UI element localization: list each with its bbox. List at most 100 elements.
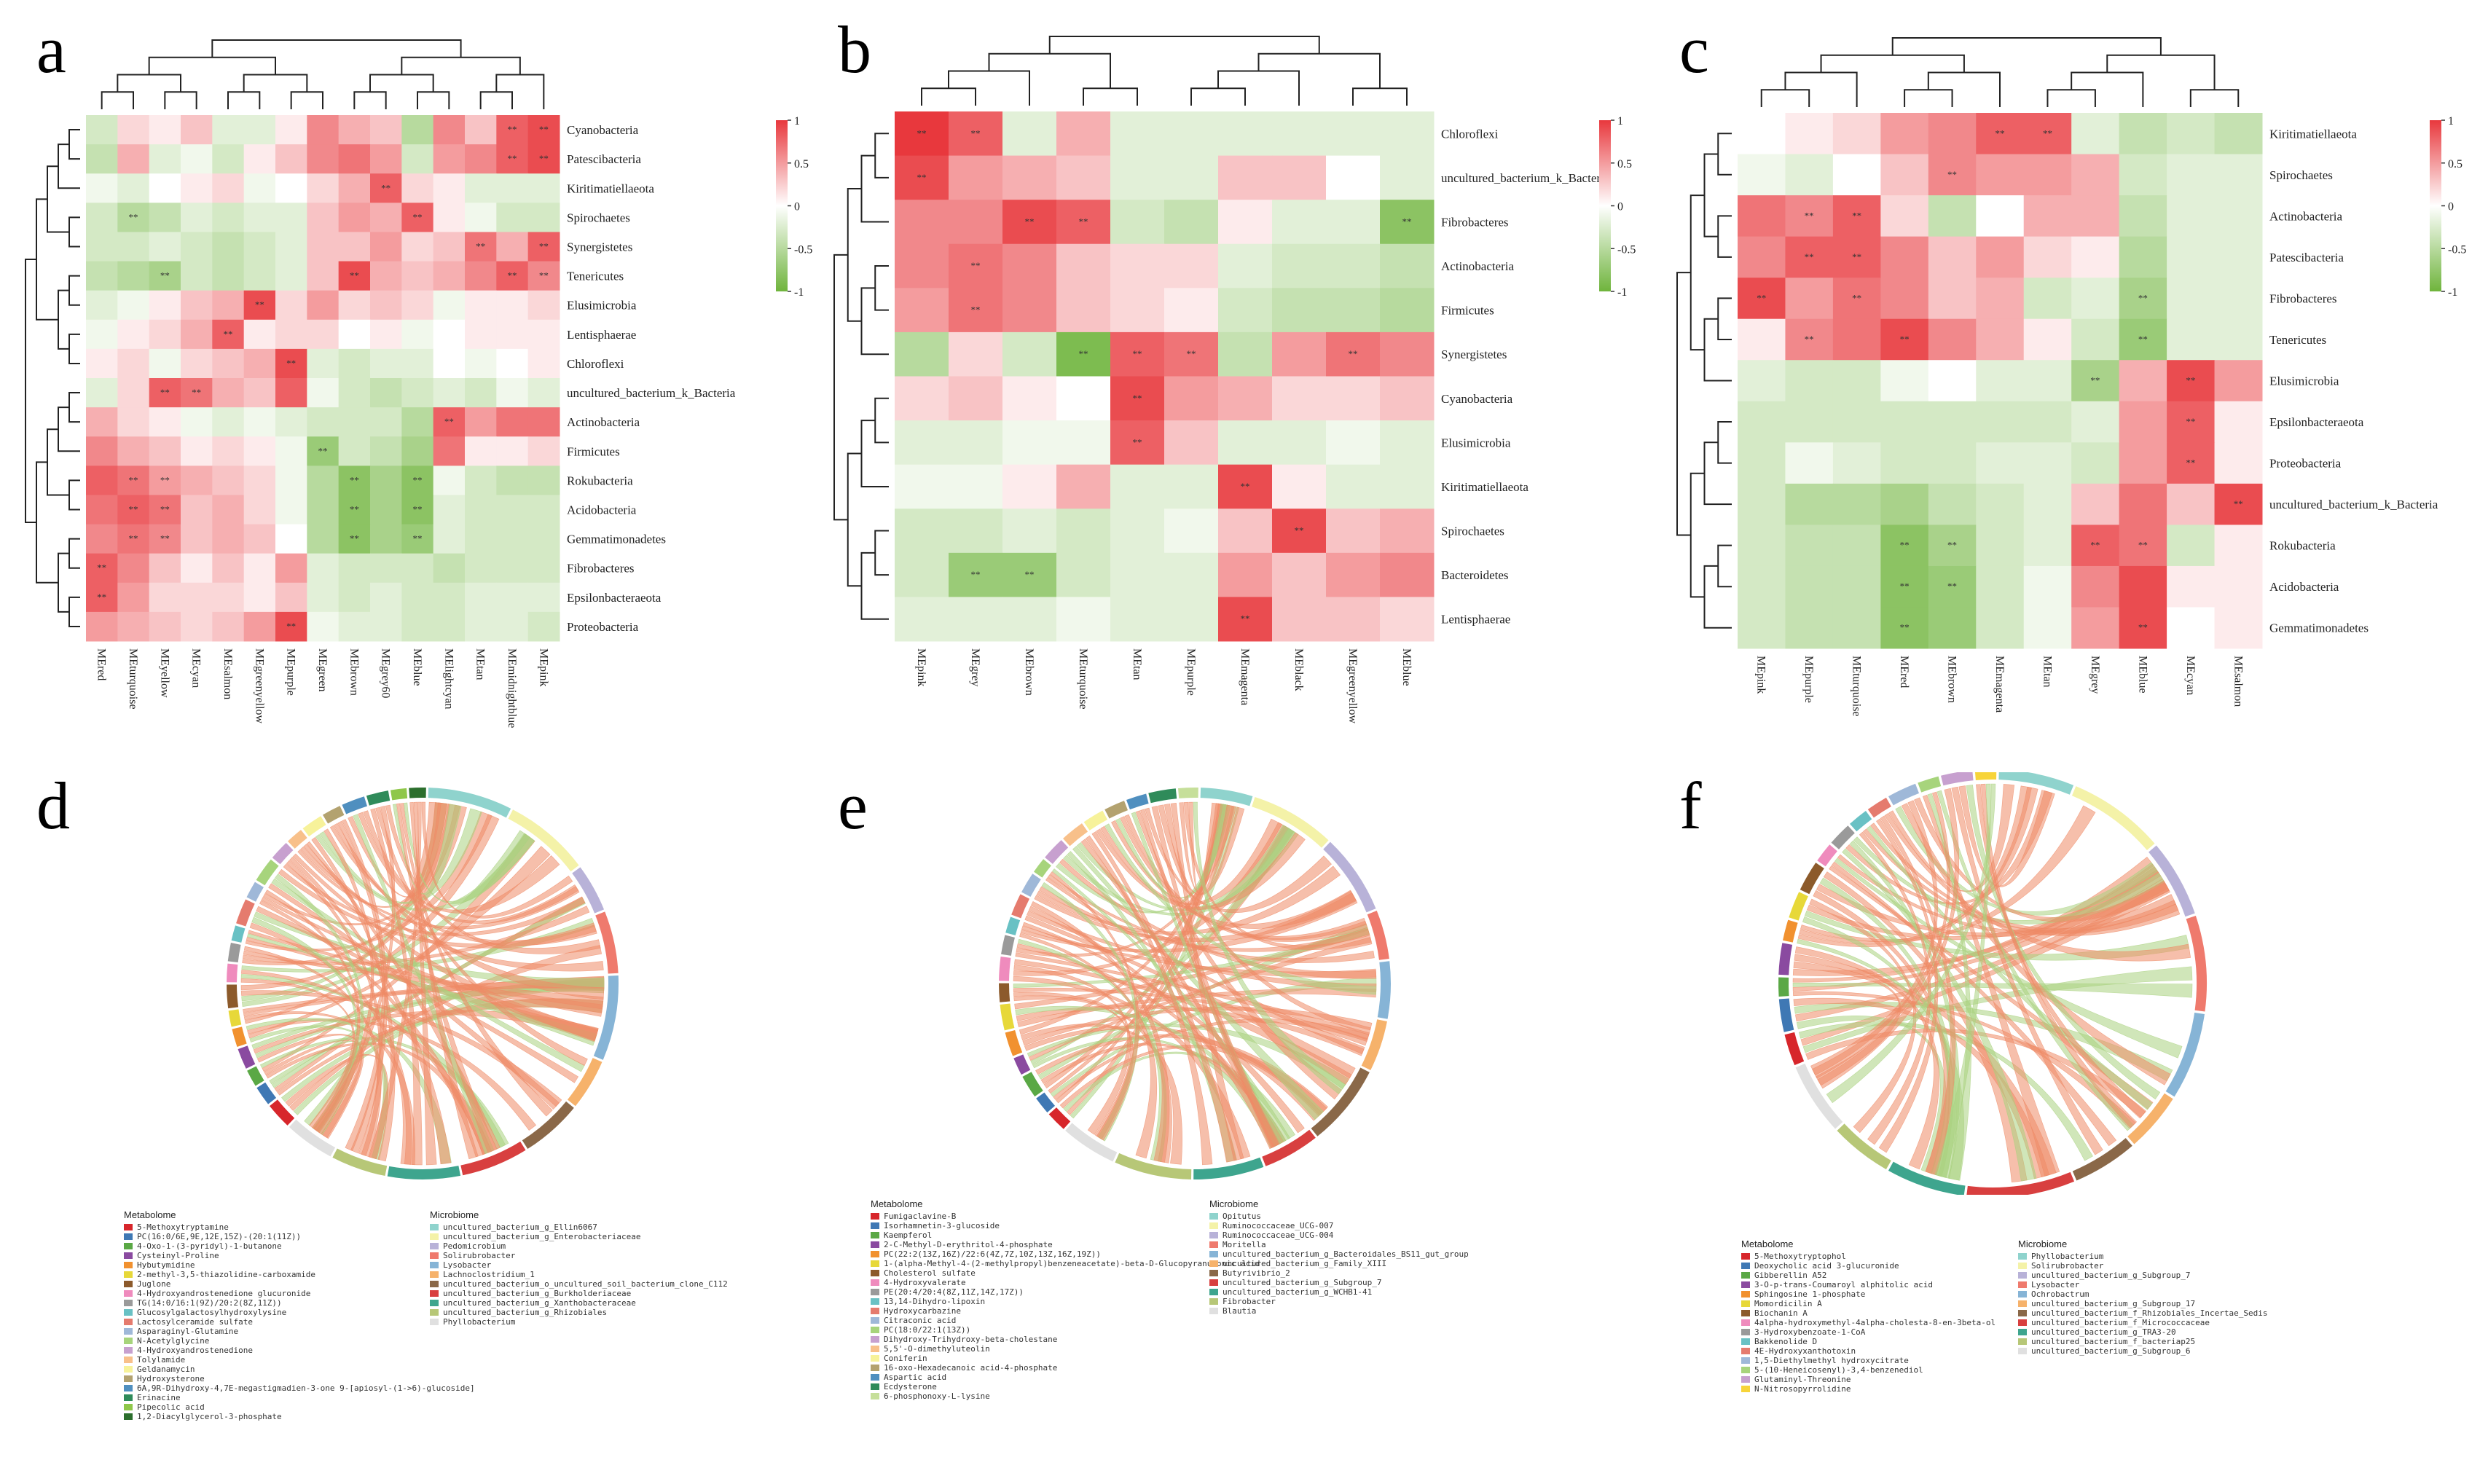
cell-a-3-4 bbox=[212, 203, 245, 232]
significance-mark-c-23: ** bbox=[1947, 581, 1957, 592]
cell-b-3-6 bbox=[1218, 243, 1273, 288]
chord-arc-e-b-1 bbox=[1252, 796, 1329, 848]
cell-a-2-8 bbox=[338, 173, 371, 203]
chord-arc-d-m-11 bbox=[246, 882, 264, 902]
legend-swatch bbox=[430, 1319, 439, 1325]
legend-item-e-microbiome-7: uncultured_bacterium_g_Subgroup_7 bbox=[1209, 1278, 1469, 1287]
legend-swatch bbox=[1209, 1279, 1218, 1286]
cell-a-13-12 bbox=[465, 495, 497, 525]
cell-a-6-4 bbox=[212, 290, 245, 321]
panel-label-b: b bbox=[838, 12, 871, 87]
heatmap-cells-c bbox=[1738, 113, 2263, 649]
legend-label: Phyllobacterium bbox=[2031, 1252, 2104, 1261]
significance-mark-a-10: ** bbox=[350, 270, 359, 281]
legend-label: TG(14:0/16:1(9Z)/20:2(8Z,11Z)) bbox=[137, 1298, 282, 1308]
legend-swatch bbox=[871, 1260, 879, 1267]
legend-label: Ochrobactrum bbox=[2031, 1289, 2089, 1299]
cell-b-8-8 bbox=[1326, 464, 1381, 509]
significance-mark-c-19: ** bbox=[1947, 540, 1957, 551]
cell-a-17-1 bbox=[117, 611, 150, 642]
chord-link-f-52 bbox=[1817, 788, 1959, 1089]
cell-a-5-13 bbox=[496, 261, 529, 291]
cell-c-0-0 bbox=[1738, 113, 1786, 155]
cell-a-11-6 bbox=[275, 436, 307, 466]
cell-b-2-4 bbox=[1110, 200, 1165, 245]
legend-label: 4-Hydroxyandrostenedione glucuronide bbox=[137, 1289, 311, 1298]
cell-c-8-4 bbox=[1928, 442, 1977, 484]
cell-b-8-7 bbox=[1272, 464, 1327, 509]
chord-arc-e-m-12 bbox=[1034, 859, 1051, 878]
cell-c-11-0 bbox=[1738, 565, 1786, 608]
cell-a-8-12 bbox=[465, 348, 497, 379]
cell-a-6-6 bbox=[275, 290, 307, 321]
significance-mark-c-16: ** bbox=[2186, 458, 2195, 468]
chord-arc-e-b-0 bbox=[1200, 788, 1253, 806]
cell-a-1-4 bbox=[212, 144, 245, 174]
cell-c-8-8 bbox=[2119, 442, 2167, 484]
legend-swatch bbox=[1741, 1263, 1750, 1269]
panel-label-e: e bbox=[838, 769, 868, 843]
legend-swatch bbox=[871, 1232, 879, 1238]
cell-a-15-1 bbox=[117, 553, 150, 584]
significance-mark-b-3: ** bbox=[1025, 216, 1035, 227]
cell-a-16-1 bbox=[117, 582, 150, 613]
cell-a-13-9 bbox=[370, 495, 402, 525]
legend-item-f-metabolome-14: N-Nitrosopyrrolidine bbox=[1741, 1384, 1995, 1394]
legend-swatch bbox=[1209, 1308, 1218, 1314]
col-label-a-4: MEsalmon bbox=[221, 648, 234, 699]
cell-a-16-3 bbox=[181, 582, 213, 613]
cell-b-3-2 bbox=[1002, 243, 1057, 288]
legend-swatch bbox=[430, 1252, 439, 1259]
cell-c-10-5 bbox=[1976, 525, 2025, 567]
cell-a-17-11 bbox=[433, 611, 466, 642]
cell-a-0-12 bbox=[465, 115, 497, 145]
cell-a-17-10 bbox=[401, 611, 434, 642]
legend-label: Geldanamycin bbox=[137, 1365, 195, 1374]
significance-mark-c-9: ** bbox=[2138, 292, 2148, 303]
chord-arc-d-b-7 bbox=[460, 1141, 526, 1176]
legend-swatch bbox=[1209, 1251, 1218, 1257]
legend-item-d-microbiome-10: Phyllobacterium bbox=[430, 1317, 728, 1327]
cell-b-4-7 bbox=[1272, 288, 1327, 333]
cell-c-4-1 bbox=[1785, 278, 1834, 320]
cell-b-7-1 bbox=[949, 420, 1003, 466]
cell-a-6-13 bbox=[496, 290, 529, 321]
chord-link-d-82 bbox=[368, 801, 422, 1160]
cell-a-9-9 bbox=[370, 378, 402, 408]
significance-mark-b-12: ** bbox=[1133, 393, 1142, 404]
legend-label: uncultured_bacterium_g_WCHB1-41 bbox=[1223, 1287, 1373, 1297]
cell-c-0-9 bbox=[2167, 113, 2216, 155]
cell-b-2-9 bbox=[1380, 200, 1435, 245]
chord-link-d-48 bbox=[268, 883, 560, 1110]
legend-item-f-microbiome-10: uncultured_bacterium_g_Subgroup_6 bbox=[2018, 1346, 2268, 1356]
cell-c-2-9 bbox=[2167, 195, 2216, 237]
cell-a-4-1 bbox=[117, 232, 150, 262]
cell-a-6-9 bbox=[370, 290, 402, 321]
legend-swatch bbox=[124, 1394, 133, 1401]
col-label-c-5: MEmagenta bbox=[1993, 656, 2006, 712]
cell-a-9-2 bbox=[149, 378, 181, 408]
cell-a-11-2 bbox=[149, 436, 181, 466]
legend-swatch bbox=[124, 1224, 133, 1230]
col-label-b-7: MEblack bbox=[1292, 648, 1305, 691]
cell-c-5-10 bbox=[2214, 318, 2263, 361]
row-label-a-10: Actinobacteria bbox=[567, 415, 640, 429]
cell-c-3-2 bbox=[1832, 236, 1881, 278]
cell-b-11-7 bbox=[1272, 597, 1327, 642]
cell-b-8-3 bbox=[1056, 464, 1111, 509]
legend-label: Moritella bbox=[1223, 1240, 1266, 1249]
chord-link-e-47 bbox=[1041, 882, 1139, 1142]
row-label-c-10: Rokubacteria bbox=[2269, 539, 2336, 553]
significance-mark-a-3: ** bbox=[539, 153, 549, 164]
cell-c-8-2 bbox=[1832, 442, 1881, 484]
legend-item-e-metabolome-1: Isorhamnetin-3-glucoside bbox=[871, 1221, 1260, 1230]
legend-item-f-microbiome-0: Phyllobacterium bbox=[2018, 1252, 2268, 1261]
legend-swatch bbox=[871, 1289, 879, 1295]
cell-a-13-13 bbox=[496, 495, 529, 525]
legend-label: Glutaminyl-Threonine bbox=[1754, 1375, 1851, 1384]
cell-c-10-7 bbox=[2071, 525, 2120, 567]
cell-a-4-2 bbox=[149, 232, 181, 262]
chord-link-e-39 bbox=[1022, 922, 1305, 1134]
legend-label: PC(22:2(13Z,16Z)/22:6(4Z,7Z,10Z,13Z,16Z,… bbox=[884, 1249, 1102, 1259]
cell-a-1-9 bbox=[370, 144, 402, 174]
